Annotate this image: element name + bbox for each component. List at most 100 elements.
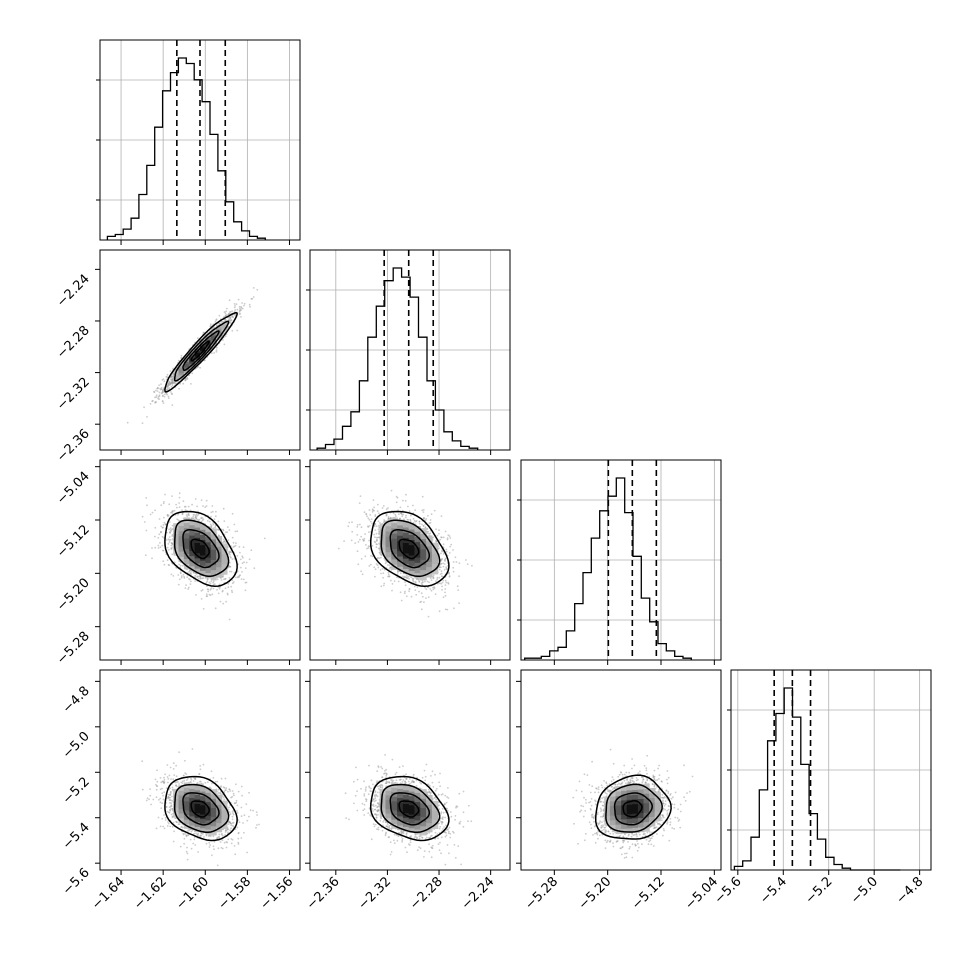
scatter-point bbox=[233, 581, 235, 583]
scatter-point bbox=[215, 781, 217, 783]
scatter-point bbox=[443, 812, 445, 814]
scatter-point bbox=[590, 792, 592, 794]
scatter-point bbox=[397, 572, 399, 574]
scatter-point bbox=[368, 531, 370, 533]
scatter-point bbox=[172, 510, 174, 512]
scatter-point bbox=[356, 526, 358, 528]
scatter-point bbox=[206, 500, 208, 502]
density-cell bbox=[200, 796, 206, 801]
scatter-point bbox=[427, 515, 429, 517]
scatter-point bbox=[376, 770, 378, 772]
scatter-point bbox=[375, 813, 377, 815]
scatter-point bbox=[382, 507, 384, 509]
scatter-point bbox=[232, 537, 234, 539]
scatter-point bbox=[184, 760, 186, 762]
scatter-point bbox=[158, 398, 160, 400]
scatter-point bbox=[369, 514, 371, 516]
scatter-point bbox=[413, 774, 415, 776]
scatter-point bbox=[186, 847, 188, 849]
scatter-point bbox=[374, 529, 376, 531]
scatter-point bbox=[401, 600, 403, 602]
scatter-point bbox=[155, 390, 157, 392]
scatter-point bbox=[365, 514, 367, 516]
scatter-point bbox=[444, 560, 446, 562]
scatter-point bbox=[378, 567, 380, 569]
scatter-point bbox=[607, 840, 609, 842]
scatter-point bbox=[167, 821, 169, 823]
scatter-point bbox=[435, 790, 437, 792]
scatter-point bbox=[437, 837, 439, 839]
scatter-point bbox=[224, 842, 226, 844]
scatter-point bbox=[446, 802, 448, 804]
scatter-point bbox=[159, 518, 161, 520]
scatter-point bbox=[231, 843, 233, 845]
scatter-point bbox=[156, 796, 158, 798]
scatter-point bbox=[449, 546, 451, 548]
scatter-point bbox=[594, 792, 596, 794]
scatter-point bbox=[388, 781, 390, 783]
scatter-point bbox=[156, 785, 158, 787]
density-cell bbox=[432, 558, 438, 564]
scatter-point bbox=[450, 811, 452, 813]
scatter-point bbox=[195, 778, 197, 780]
scatter-point bbox=[178, 388, 180, 390]
scatter-point bbox=[376, 546, 378, 548]
scatter-point bbox=[348, 819, 350, 821]
scatter-point bbox=[441, 589, 443, 591]
scatter-point bbox=[442, 562, 444, 564]
scatter-point bbox=[206, 843, 208, 845]
scatter-point bbox=[467, 820, 469, 822]
scatter-point bbox=[417, 849, 419, 851]
scatter-point bbox=[264, 538, 266, 540]
joint-panel-1-2 bbox=[310, 460, 510, 660]
scatter-point bbox=[652, 835, 654, 837]
scatter-point bbox=[369, 519, 371, 521]
scatter-point bbox=[424, 770, 426, 772]
scatter-point bbox=[239, 309, 241, 311]
scatter-point bbox=[225, 312, 227, 314]
scatter-point bbox=[234, 305, 236, 307]
scatter-point bbox=[604, 840, 606, 842]
scatter-point bbox=[171, 545, 173, 547]
scatter-point bbox=[412, 505, 414, 507]
scatter-point bbox=[217, 781, 219, 783]
panel-bg bbox=[521, 670, 721, 870]
scatter-point bbox=[207, 579, 209, 581]
scatter-point bbox=[192, 516, 194, 518]
scatter-point bbox=[156, 769, 158, 771]
scatter-point bbox=[244, 814, 246, 816]
scatter-point bbox=[411, 596, 413, 598]
scatter-point bbox=[419, 835, 421, 837]
scatter-point bbox=[229, 577, 231, 579]
scatter-point bbox=[225, 335, 227, 337]
density-cell bbox=[205, 567, 211, 573]
scatter-point bbox=[372, 784, 374, 786]
scatter-point bbox=[405, 494, 407, 496]
scatter-point bbox=[171, 376, 173, 378]
scatter-point bbox=[170, 778, 172, 780]
density-cell bbox=[391, 538, 397, 544]
scatter-point bbox=[581, 791, 583, 793]
scatter-point bbox=[185, 584, 187, 586]
scatter-point bbox=[242, 822, 244, 824]
scatter-point bbox=[181, 575, 183, 577]
scatter-point bbox=[375, 805, 377, 807]
scatter-point bbox=[672, 796, 674, 798]
scatter-point bbox=[218, 847, 220, 849]
scatter-point bbox=[158, 817, 160, 819]
density-cell bbox=[184, 787, 190, 792]
scatter-point bbox=[227, 586, 229, 588]
scatter-point bbox=[202, 783, 204, 785]
scatter-point bbox=[163, 402, 165, 404]
scatter-point bbox=[185, 509, 187, 511]
scatter-point bbox=[638, 847, 640, 849]
scatter-point bbox=[406, 833, 408, 835]
scatter-point bbox=[194, 844, 196, 846]
scatter-point bbox=[225, 830, 227, 832]
scatter-point bbox=[668, 777, 670, 779]
scatter-point bbox=[446, 551, 448, 553]
scatter-point bbox=[210, 516, 212, 518]
scatter-point bbox=[372, 556, 374, 558]
scatter-point bbox=[168, 381, 170, 383]
scatter-point bbox=[183, 780, 185, 782]
